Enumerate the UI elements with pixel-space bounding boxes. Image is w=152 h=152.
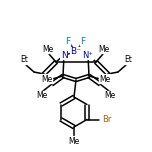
- Text: Br: Br: [102, 115, 112, 124]
- Text: Et: Et: [124, 55, 132, 64]
- Text: Me: Me: [99, 74, 111, 83]
- Text: Me: Me: [98, 45, 110, 54]
- Text: N: N: [61, 50, 67, 59]
- Text: Et: Et: [20, 55, 28, 64]
- Text: F: F: [80, 36, 86, 45]
- Text: Me: Me: [41, 74, 53, 83]
- Text: F: F: [66, 36, 71, 45]
- Text: Me: Me: [104, 92, 116, 100]
- Text: Me: Me: [36, 92, 48, 100]
- Text: Me: Me: [68, 136, 80, 145]
- Text: B⁻: B⁻: [71, 47, 81, 57]
- Text: N⁺: N⁺: [83, 50, 93, 59]
- Text: Me: Me: [42, 45, 54, 54]
